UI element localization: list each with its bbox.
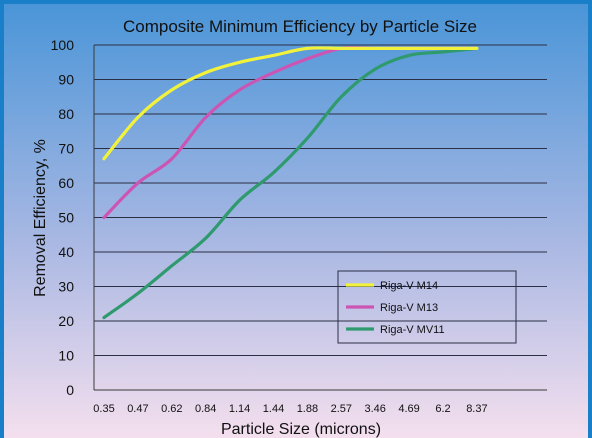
x-tick-label: 6.2 — [435, 403, 450, 415]
y-tick-label: 100 — [51, 37, 75, 53]
x-tick-label: 2.57 — [331, 403, 352, 415]
x-tick-label: 1.14 — [229, 403, 250, 415]
y-tick-label: 20 — [58, 313, 74, 329]
x-tick-label: 3.46 — [364, 403, 385, 415]
chart-title: Composite Minimum Efficiency by Particle… — [123, 17, 477, 36]
plot-background — [4, 4, 588, 438]
x-axis-label: Particle Size (microns) — [221, 421, 381, 438]
grid-layer — [94, 44, 547, 356]
legend: Riga-V M14 Riga-V M13 Riga-V MV11 — [337, 270, 517, 344]
y-tick-label: 90 — [58, 72, 74, 88]
y-tick-label: 40 — [58, 244, 74, 260]
x-tick-label: 0.84 — [195, 403, 216, 415]
x-tick-label: 1.88 — [297, 403, 318, 415]
y-tick-label: 70 — [58, 141, 74, 157]
series-line-riga-v-m14 — [102, 46, 479, 161]
legend-box — [337, 270, 517, 344]
y-tick-label: 50 — [58, 210, 74, 226]
x-tick-label: 4.69 — [398, 403, 419, 415]
y-tick-label: 0 — [66, 382, 74, 398]
y-tick-label: 80 — [58, 106, 74, 122]
x-tick-label: 8.37 — [466, 403, 487, 415]
y-tick-label: 10 — [58, 348, 74, 364]
y-axis-label: Removal Efficiency, % — [32, 139, 49, 297]
series-layer — [102, 46, 479, 320]
y-tick-label: 60 — [58, 175, 74, 191]
legend-label: Riga-V M14 — [380, 280, 438, 292]
legend-label: Riga-V M13 — [380, 302, 438, 314]
x-tick-label: 0.47 — [127, 403, 148, 415]
y-tick-label: 30 — [58, 279, 74, 295]
x-tick-label: 0.62 — [161, 403, 182, 415]
x-tick-label: 1.44 — [263, 403, 284, 415]
x-tick-label: 0.35 — [93, 403, 114, 415]
series-line-riga-v-mv11 — [102, 46, 479, 320]
legend-label: Riga-V MV11 — [380, 324, 445, 336]
axes-layer: 0 10 20 30 40 50 60 70 80 90 100 0.35 0.47 0.62 0.84 1.… — [51, 37, 547, 415]
